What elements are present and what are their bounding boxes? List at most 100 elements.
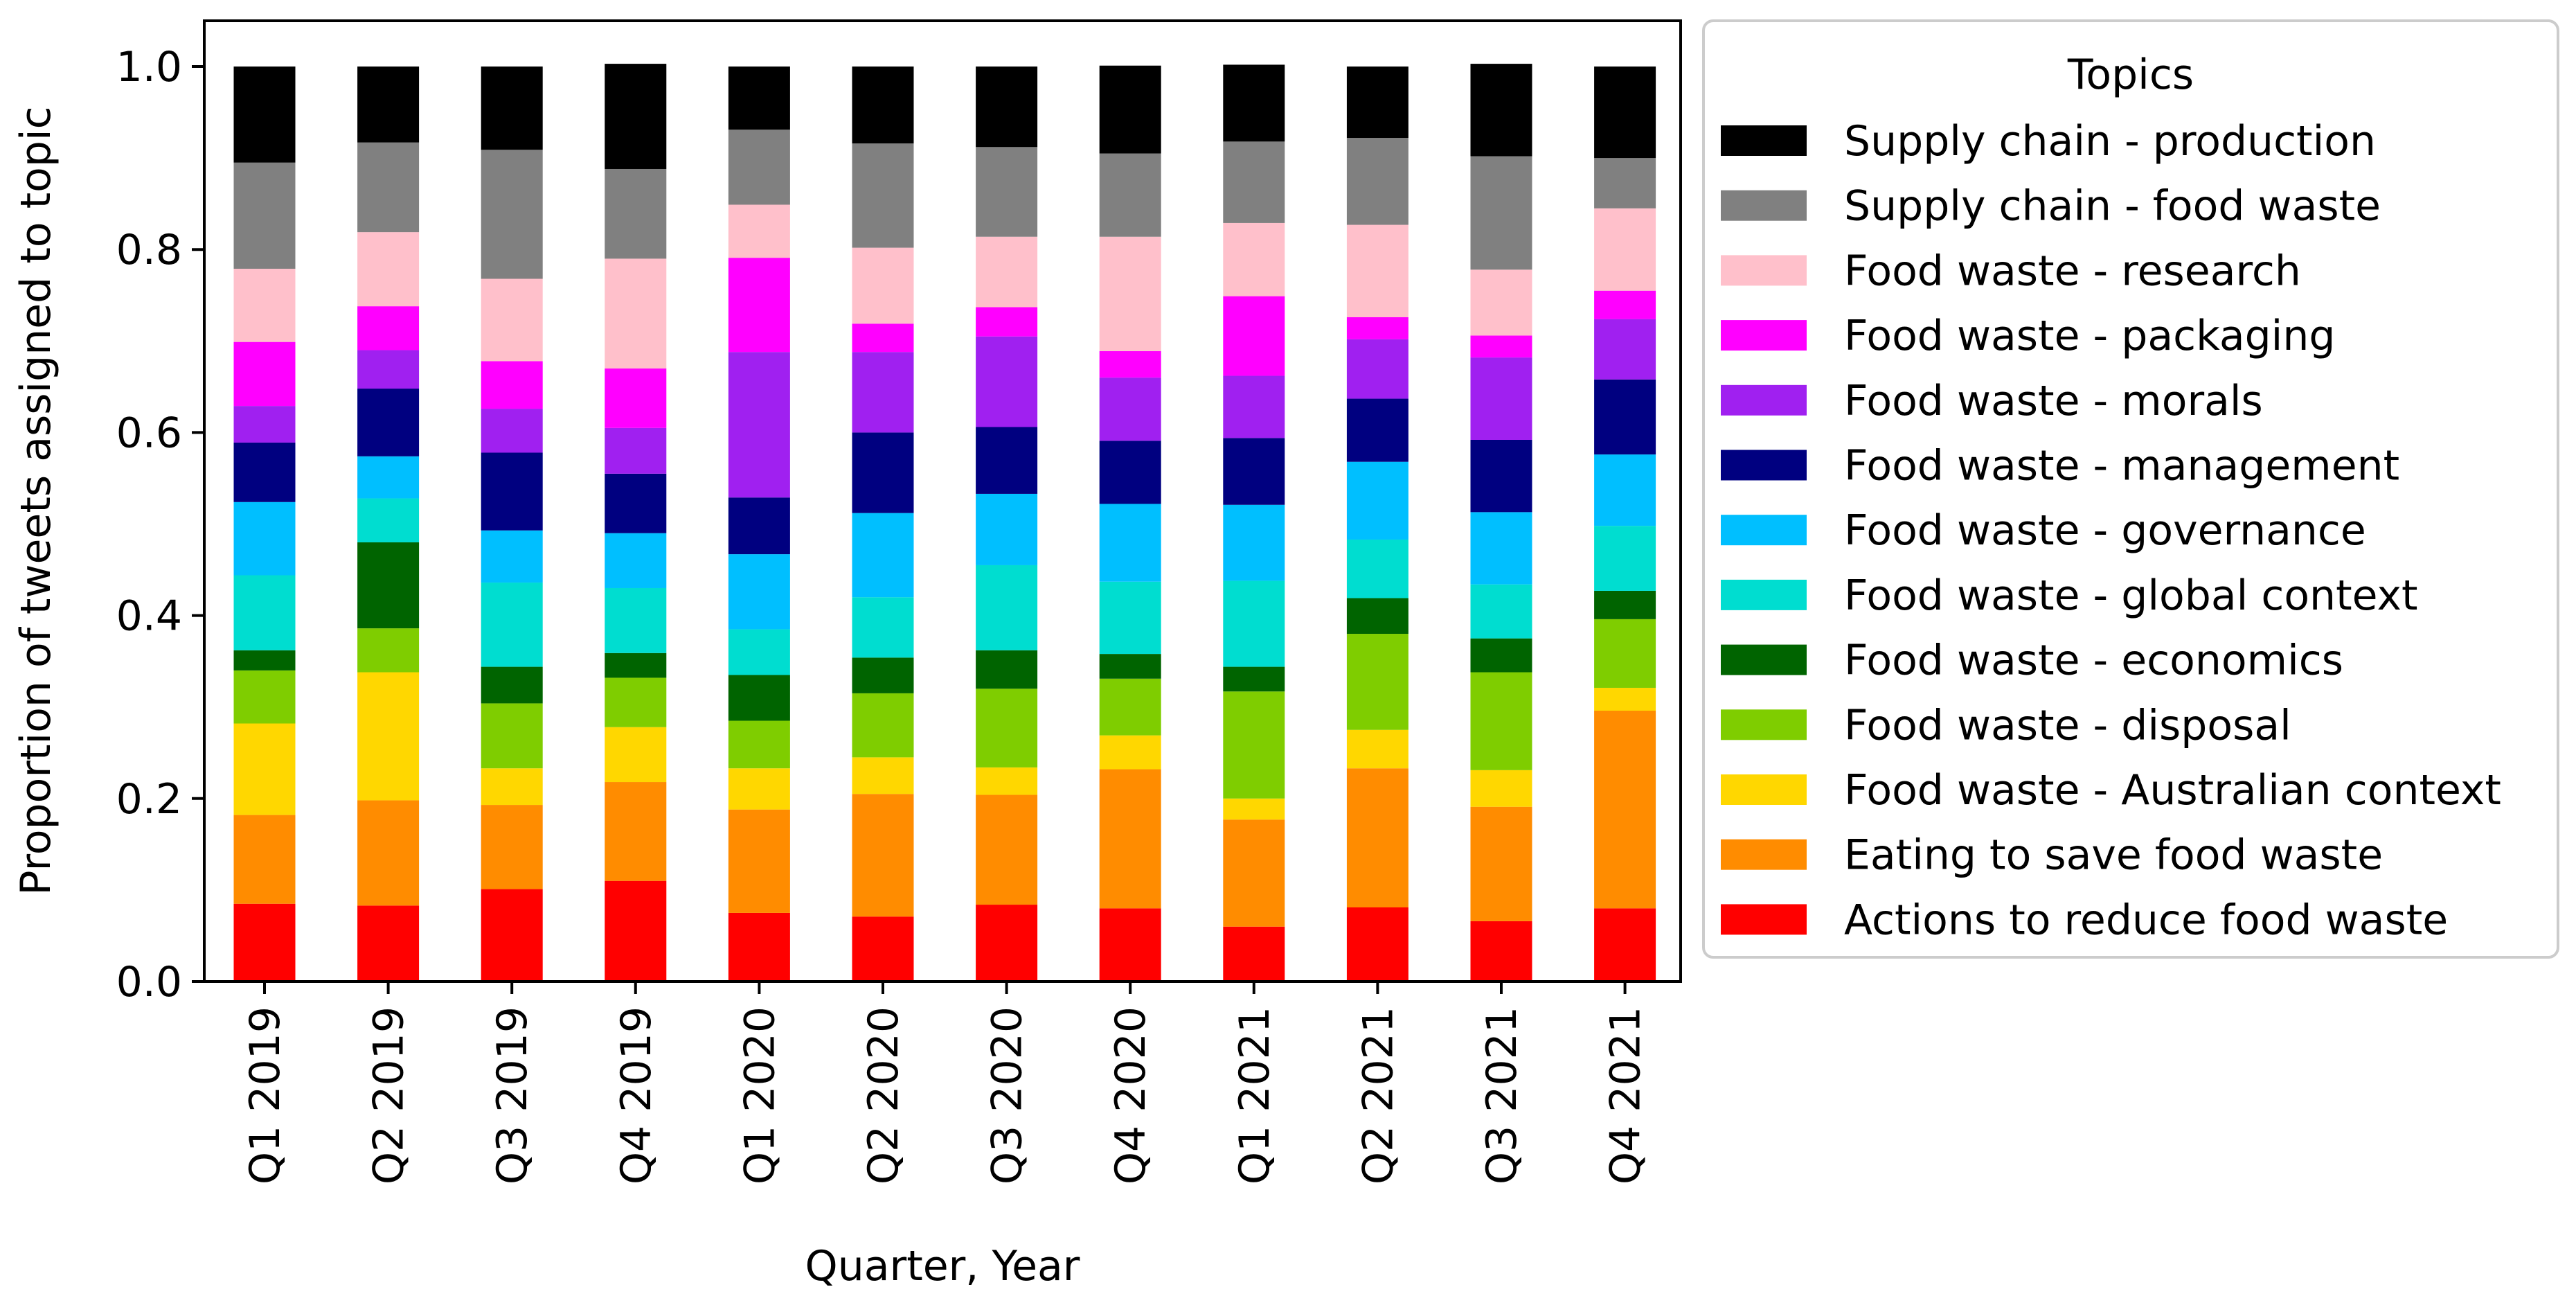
- bar-segment: [605, 64, 667, 169]
- bar-segment: [481, 452, 543, 531]
- bar-segment: [1223, 819, 1285, 927]
- legend-swatch: [1721, 644, 1807, 675]
- bar-segment: [1470, 806, 1532, 921]
- bar-segment: [481, 583, 543, 667]
- bar-segment: [728, 66, 790, 130]
- bar-segment: [728, 912, 790, 982]
- bar-segment: [1099, 441, 1161, 504]
- bar-segment: [852, 143, 914, 248]
- bar-segment: [1346, 461, 1408, 540]
- bar-segment: [976, 307, 1038, 337]
- bar-segment: [605, 368, 667, 428]
- bar-segment: [852, 657, 914, 693]
- bar-segment: [1470, 770, 1532, 807]
- bar-segment: [1470, 638, 1532, 673]
- y-tick-label: 0.8: [116, 226, 182, 274]
- bar-segment: [1223, 580, 1285, 667]
- bar-segment: [976, 427, 1038, 494]
- bar-segment: [605, 652, 667, 678]
- bar-segment: [1594, 590, 1656, 619]
- legend-label: Supply chain - production: [1844, 117, 2376, 166]
- bar-segment: [605, 677, 667, 727]
- bar-segment: [1594, 526, 1656, 591]
- bar-segment: [357, 306, 420, 350]
- bar-segment: [1470, 357, 1532, 440]
- legend-swatch: [1721, 125, 1807, 156]
- bar-segment: [605, 880, 667, 982]
- x-tick-label: Q3 2021: [1478, 1006, 1526, 1184]
- bar-segment: [1223, 504, 1285, 581]
- legend-label: Food waste - economics: [1844, 637, 2343, 685]
- bar-segment: [605, 168, 667, 259]
- legend-title: Topics: [2067, 51, 2194, 99]
- x-tick-label: Q1 2021: [1231, 1006, 1279, 1184]
- bar-segment: [233, 670, 296, 724]
- y-tick-label: 0.0: [116, 958, 182, 1006]
- bar-segment: [1594, 319, 1656, 380]
- x-tick-label: Q1 2020: [735, 1006, 784, 1184]
- bar-segment: [1346, 138, 1408, 225]
- bar-segment: [728, 809, 790, 913]
- bar-segment: [1223, 666, 1285, 692]
- bar-segment: [1346, 224, 1408, 317]
- legend-swatch: [1721, 320, 1807, 351]
- bar-segment: [1099, 654, 1161, 679]
- bar-segment: [233, 723, 296, 815]
- bar-segment: [1099, 769, 1161, 909]
- bar-segment: [1594, 687, 1656, 711]
- x-axis-label: Quarter, Year: [805, 1242, 1080, 1290]
- bars-layer: [233, 64, 1656, 982]
- bar-segment: [481, 150, 543, 279]
- bar-segment: [976, 236, 1038, 308]
- bar-segment: [357, 142, 420, 233]
- bar-segment: [1470, 440, 1532, 513]
- bar-segment: [1594, 619, 1656, 688]
- bar-segment: [1099, 378, 1161, 441]
- bar-segment: [1346, 317, 1408, 339]
- bar-segment: [852, 693, 914, 758]
- y-tick-label: 0.2: [116, 775, 182, 824]
- x-tick-label: Q3 2020: [983, 1006, 1032, 1184]
- bar-segment: [976, 565, 1038, 650]
- bar-segment: [1346, 729, 1408, 769]
- bar-segment: [976, 336, 1038, 427]
- x-tick-label: Q2 2021: [1354, 1006, 1402, 1184]
- legend-swatch: [1721, 774, 1807, 805]
- bar-segment: [728, 497, 790, 555]
- bar-segment: [976, 689, 1038, 767]
- legend-swatch: [1721, 450, 1807, 481]
- bar-segment: [481, 703, 543, 769]
- bar-segment: [728, 629, 790, 675]
- bar-segment: [1223, 438, 1285, 505]
- legend-entries: Supply chain - production Supply chain - …: [1721, 117, 2501, 944]
- bar-segment: [357, 389, 420, 456]
- bar-segment: [1346, 539, 1408, 598]
- bar-segment: [1594, 158, 1656, 208]
- bar-segment: [728, 352, 790, 498]
- bar-segment: [481, 409, 543, 453]
- bar-segment: [852, 794, 914, 917]
- y-axis-label: Proportion of tweets assigned to topic: [12, 106, 60, 895]
- bar-segment: [852, 513, 914, 598]
- legend-label: Food waste - global context: [1844, 571, 2418, 620]
- bar-segment: [233, 650, 296, 671]
- bar-segment: [1470, 64, 1532, 157]
- bar-segment: [357, 800, 420, 906]
- x-tick-label: Q2 2020: [859, 1006, 908, 1184]
- legend-frame: [1702, 19, 2559, 959]
- bar-segment: [976, 650, 1038, 689]
- bar-segment: [976, 794, 1038, 905]
- legend-label: Food waste - governance: [1844, 506, 2366, 555]
- bar-segment: [1470, 921, 1532, 982]
- legend-label: Actions to reduce food waste: [1844, 896, 2448, 944]
- x-tick-label: Q4 2021: [1602, 1006, 1650, 1184]
- bar-segment: [1346, 634, 1408, 730]
- bar-segment: [1099, 735, 1161, 770]
- legend-swatch: [1721, 515, 1807, 546]
- bar-segment: [728, 258, 790, 353]
- bar-segment: [357, 66, 420, 143]
- legend-label: Food waste - disposal: [1844, 701, 2291, 749]
- bar-segment: [481, 666, 543, 704]
- bar-segment: [481, 889, 543, 982]
